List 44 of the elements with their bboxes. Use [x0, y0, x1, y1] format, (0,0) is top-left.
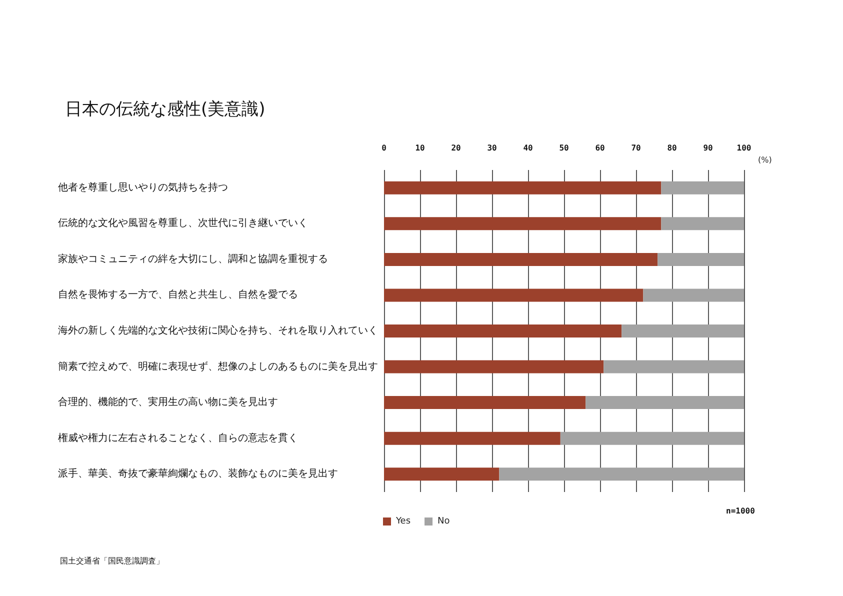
x-tick-label: 50 [559, 144, 569, 152]
bar [384, 217, 662, 230]
bar [661, 181, 744, 194]
x-tick-label: 70 [631, 144, 641, 152]
bar [384, 396, 586, 410]
x-axis-title: (%) [758, 156, 772, 164]
x-tick-label: 30 [487, 144, 497, 152]
bar [661, 217, 744, 230]
text: 日本の伝統な感性(美意識) [65, 100, 266, 120]
x-tick-label: 100 [736, 144, 752, 152]
text: 国土交通省「国民意識調査」 [60, 556, 164, 566]
x-tick-label: 40 [523, 144, 533, 152]
bar [560, 432, 744, 445]
bar [384, 288, 644, 302]
bar [643, 288, 744, 302]
y-tick-label: 自然を畏怖する一方で、自然と共生し、自然を愛でる [58, 288, 298, 301]
y-tick-label: 海外の新しく先端的な文化や技術に関心を持ち、それを取り入れていく [58, 324, 378, 336]
x-tick-label: 80 [667, 144, 677, 152]
bar [586, 396, 744, 410]
bar [658, 252, 744, 266]
x-tick-label: 90 [703, 144, 713, 152]
legend-label: Yes [395, 516, 411, 526]
bar [384, 360, 604, 374]
bar [384, 252, 658, 266]
bar [384, 468, 500, 481]
y-tick-label: 伝統的な文化や風習を尊重し、次世代に引き継いでいく [58, 217, 308, 230]
y-tick-label: 派手、華美、奇抜で豪華絢爛なもの、装飾なものに美を見出す [58, 468, 338, 480]
y-tick-label: 合理的、機能的で、実用生の高い物に美を見出す [58, 396, 278, 408]
bar [384, 432, 560, 445]
bar [499, 468, 744, 481]
y-tick-label: 簡素で控えめで、明確に表現せず、想像のよしのあるものに美を見出す [58, 360, 378, 372]
y-tick-label: 他者を尊重し思いやりの気持ちを持つ [58, 181, 228, 194]
x-tick-label: 60 [595, 144, 605, 152]
bar [384, 181, 662, 194]
legend-label: No [438, 516, 450, 526]
x-tick-label: 20 [451, 144, 461, 152]
y-tick-label: 家族やコミュニティの絆を大切にし、調和と協調を重視する [58, 252, 328, 265]
y-tick-label: 権威や権力に左右されることなく、自らの意志を貫く [58, 432, 298, 444]
text: n=1000 [726, 506, 756, 516]
x-tick-label: 10 [415, 144, 425, 152]
x-tick-label: 0 [382, 144, 387, 152]
bar [622, 324, 744, 338]
bar [384, 324, 622, 338]
bar [604, 360, 744, 374]
